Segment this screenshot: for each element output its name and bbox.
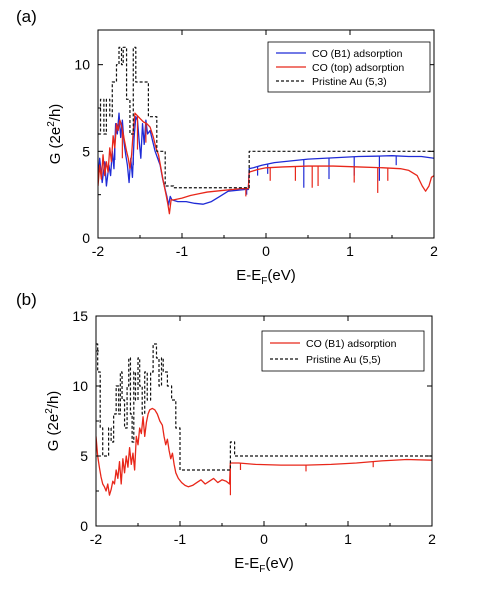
legend-label: CO (B1) adsorption <box>306 338 397 350</box>
y-tick-label: 10 <box>72 378 88 394</box>
legend: CO (B1) adsorption CO (top) adsorption Pri… <box>267 41 431 93</box>
plot-area <box>98 46 434 215</box>
y-tick-label: 5 <box>80 448 88 464</box>
y-tick-label: 10 <box>74 57 90 73</box>
x-tick-label: -1 <box>176 243 189 259</box>
x-axis-title: E-EF(eV) <box>236 267 295 287</box>
x-tick-label: 1 <box>346 243 354 259</box>
legend-label: CO (B1) adsorption <box>312 48 403 60</box>
series-line-co-top-adsorption <box>98 112 434 215</box>
x-tick-label: -1 <box>174 531 187 547</box>
x-tick-label: 1 <box>344 531 352 547</box>
legend-label: CO (top) adsorption <box>312 62 404 74</box>
y-tick-label: 15 <box>72 308 88 324</box>
chart-panel-a: (a) -2 -1 0 1 2 0 5 10 E-EF(eV) G (2e2/h) CO (B1) a… <box>16 7 438 287</box>
panel-label: (a) <box>16 7 37 26</box>
x-tick-label: -2 <box>90 531 103 547</box>
series-line-pristine-au-5-3 <box>98 46 434 189</box>
plot-area <box>96 343 432 496</box>
y-axis-title: G (2e2/h) <box>46 104 64 165</box>
series-line-co-b1-adsorption <box>96 407 432 496</box>
panel-label: (b) <box>16 290 37 309</box>
x-axis-title: E-EF(eV) <box>234 555 293 575</box>
series-line-pristine-au-5-5 <box>96 343 432 471</box>
x-tick-label: 2 <box>428 531 436 547</box>
legend-box <box>261 330 425 372</box>
x-tick-label: 2 <box>430 243 438 259</box>
series-line-co-b1-adsorption <box>98 112 434 206</box>
legend-label: Pristine Au (5,5) <box>306 354 381 366</box>
chart-panel-b: (b) -2 -1 0 1 2 0 5 10 15 E-EF(eV) G (2e2/h) CO (B1)… <box>16 290 436 575</box>
x-tick-label: 0 <box>262 243 270 259</box>
legend-label: Pristine Au (5,3) <box>312 76 387 88</box>
y-tick-label: 0 <box>80 518 88 534</box>
y-tick-label: 5 <box>82 143 90 159</box>
x-tick-label: 0 <box>260 531 268 547</box>
legend: CO (B1) adsorption Pristine Au (5,5) <box>261 330 425 372</box>
x-tick-label: -2 <box>92 243 105 259</box>
y-tick-label: 0 <box>82 230 90 246</box>
y-axis-title: G (2e2/h) <box>44 391 62 452</box>
